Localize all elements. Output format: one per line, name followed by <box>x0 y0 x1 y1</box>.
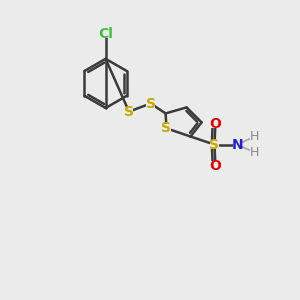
Text: S: S <box>146 97 156 110</box>
FancyBboxPatch shape <box>124 107 134 116</box>
Text: S: S <box>124 105 134 118</box>
FancyBboxPatch shape <box>146 99 155 108</box>
Text: O: O <box>209 159 221 172</box>
FancyBboxPatch shape <box>211 119 220 128</box>
Text: H: H <box>250 146 259 159</box>
Text: Cl: Cl <box>98 27 113 40</box>
FancyBboxPatch shape <box>233 140 242 149</box>
Text: H: H <box>250 130 259 143</box>
FancyBboxPatch shape <box>211 161 220 170</box>
Text: S: S <box>209 138 220 152</box>
Text: N: N <box>232 138 243 152</box>
Text: S: S <box>161 122 172 135</box>
FancyBboxPatch shape <box>162 124 171 133</box>
FancyBboxPatch shape <box>250 132 259 141</box>
FancyBboxPatch shape <box>210 140 219 149</box>
FancyBboxPatch shape <box>250 148 259 157</box>
Text: O: O <box>209 117 221 130</box>
FancyBboxPatch shape <box>98 29 113 38</box>
